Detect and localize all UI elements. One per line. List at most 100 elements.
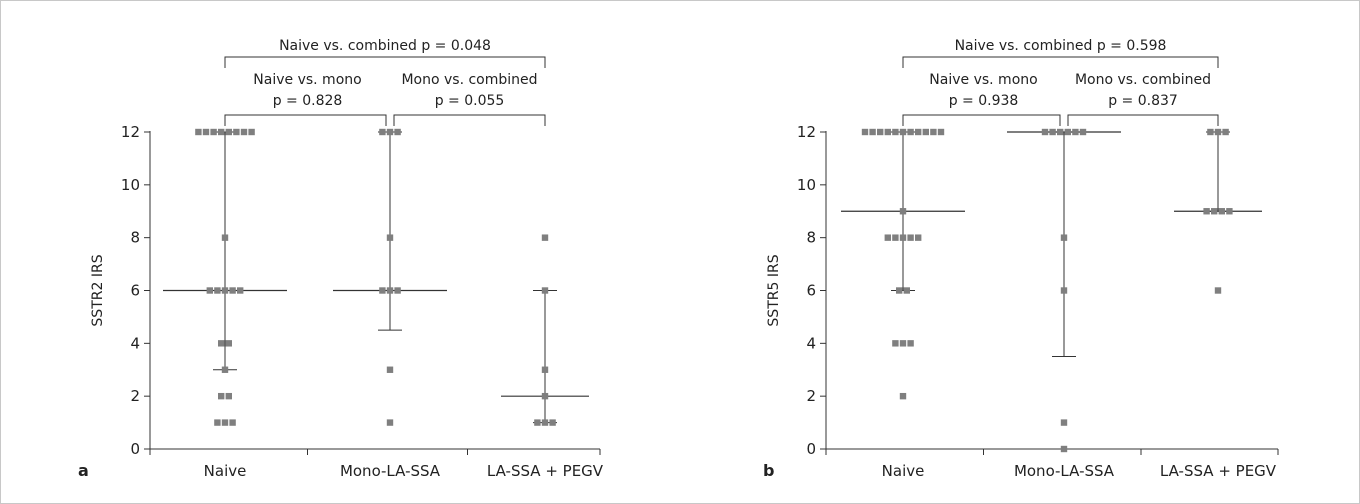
- data-point: [877, 128, 884, 136]
- data-point: [386, 287, 394, 294]
- comparison-label-naive-combined: Naive vs. combined p = 0.048: [279, 38, 491, 54]
- y-tick-label: 8: [130, 229, 140, 247]
- data-point: [534, 419, 541, 426]
- data-point: [1057, 128, 1064, 136]
- comparison-p-naive-mono: p = 0.828: [273, 93, 343, 109]
- data-point: [884, 234, 891, 241]
- data-point: [899, 340, 907, 347]
- data-point: [1072, 128, 1079, 136]
- data-point: [1218, 208, 1225, 215]
- data-point: [907, 340, 914, 347]
- panel-letter: b: [763, 461, 774, 480]
- data-point: [229, 419, 236, 426]
- data-point: [1203, 208, 1210, 215]
- data-point: [1060, 234, 1068, 241]
- data-point: [1060, 445, 1068, 453]
- y-tick-label: 10: [797, 176, 816, 194]
- y-tick-label: 0: [806, 440, 816, 458]
- y-tick-label: 4: [806, 334, 816, 352]
- data-point: [394, 287, 401, 294]
- data-point: [884, 128, 891, 136]
- category-label: LA-SSA + PEGV: [1160, 462, 1277, 480]
- data-point: [218, 340, 225, 347]
- y-tick-label: 8: [806, 229, 816, 247]
- data-point: [1060, 287, 1068, 294]
- data-point: [907, 234, 914, 241]
- data-point: [541, 234, 549, 241]
- category-label: Naive: [204, 462, 247, 480]
- data-point: [915, 128, 922, 136]
- y-tick-label: 10: [121, 176, 140, 194]
- data-point: [195, 128, 202, 136]
- data-point: [899, 234, 907, 241]
- data-point: [240, 128, 248, 136]
- data-point: [1060, 419, 1068, 426]
- panel-a: 0 2 4 6 8 10 12 SSTR2 IRS Naive Mono-LA-SSA LA-SSA…: [78, 38, 604, 480]
- bracket-naive-mono: [902, 114, 1061, 126]
- data-point: [229, 287, 236, 294]
- y-tick-label: 4: [130, 334, 140, 352]
- data-point: [214, 419, 221, 426]
- data-point: [1222, 128, 1229, 136]
- data-point: [386, 234, 394, 241]
- data-point: [541, 392, 549, 400]
- data-point: [225, 128, 232, 136]
- data-point: [1064, 128, 1071, 136]
- data-point: [386, 419, 394, 426]
- data-point: [1211, 208, 1218, 215]
- y-tick-label: 12: [797, 123, 816, 141]
- bracket-naive-mono: [224, 114, 387, 126]
- data-point: [892, 340, 899, 347]
- data-point: [233, 128, 240, 136]
- data-point: [541, 366, 549, 373]
- comparison-label-mono-combined: Mono vs. combined: [1075, 72, 1211, 88]
- data-point: [386, 128, 394, 136]
- panel-letter: a: [78, 461, 89, 480]
- bracket-mono-combined: [393, 114, 546, 126]
- data-point: [549, 419, 556, 426]
- comparison-label-naive-mono: Naive vs. mono: [253, 72, 361, 88]
- data-point: [221, 234, 229, 241]
- data-point: [896, 287, 903, 294]
- bracket-naive-combined: [902, 56, 1219, 68]
- y-tick-label: 6: [130, 282, 140, 300]
- y-axis-label: SSTR2 IRS: [90, 254, 106, 326]
- data-point: [394, 128, 401, 136]
- data-point: [379, 128, 386, 136]
- data-point: [903, 287, 910, 294]
- group-1: [333, 128, 447, 426]
- data-point: [541, 419, 549, 426]
- group-0: [841, 128, 965, 400]
- data-point: [892, 128, 899, 136]
- data-point: [225, 392, 232, 400]
- data-point: [386, 366, 394, 373]
- group-2: [1174, 128, 1262, 294]
- group-1: [1007, 128, 1121, 453]
- bracket-mono-combined: [1067, 114, 1219, 126]
- category-label: Mono-LA-SSA: [1014, 462, 1115, 480]
- data-point: [1049, 128, 1056, 136]
- category-label: Mono-LA-SSA: [340, 462, 441, 480]
- y-tick-label: 0: [130, 440, 140, 458]
- data-point: [899, 392, 907, 400]
- data-point: [892, 234, 899, 241]
- data-point: [1214, 128, 1222, 136]
- data-point: [869, 128, 876, 136]
- data-point: [221, 287, 229, 294]
- data-point: [937, 128, 945, 136]
- comparison-p-mono-combined: p = 0.837: [1108, 93, 1178, 109]
- comparison-label-naive-combined: Naive vs. combined p = 0.598: [955, 38, 1167, 54]
- group-0: [163, 128, 287, 426]
- data-point: [915, 234, 922, 241]
- data-point: [225, 340, 232, 347]
- data-point: [1079, 128, 1087, 136]
- data-point: [218, 392, 225, 400]
- data-point: [221, 419, 229, 426]
- data-point: [861, 128, 869, 136]
- comparison-p-mono-combined: p = 0.055: [435, 93, 505, 109]
- data-point: [1207, 128, 1214, 136]
- group-2: [501, 234, 589, 426]
- y-tick-label: 2: [806, 387, 816, 405]
- data-point: [899, 208, 907, 215]
